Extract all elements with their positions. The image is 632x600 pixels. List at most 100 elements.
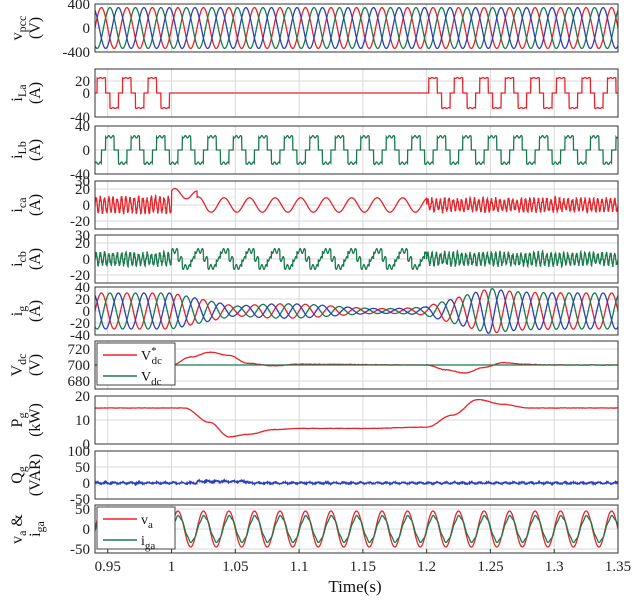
y-tick-label: 50 [75,502,90,518]
y-axis-unit: (A) [27,248,44,270]
y-axis-label: ig [9,306,29,316]
x-tick-label: 1.1 [290,559,309,575]
y-tick-label: 0 [83,143,91,159]
y-tick-label: 0 [83,476,91,492]
y-tick-label: 20 [75,236,90,252]
y-tick-label: 50 [75,460,90,476]
y-tick-label: 20 [75,292,90,308]
y-axis-label: Vdc [9,354,29,377]
series-line-3 [95,289,618,334]
axes-frame [94,504,619,554]
y-tick-label: 20 [75,182,90,198]
y-tick-label: -20 [70,268,90,284]
x-tick-label: 1.35 [605,559,631,575]
series-line-3 [95,6,618,50]
y-tick-label: 0 [83,21,91,37]
y-tick-label: 0 [83,252,91,268]
axes-frame [94,340,619,390]
y-tick-label: 0 [83,437,91,453]
axes-frame [94,234,619,284]
y-axis-label: vpcc [9,16,29,41]
y-axis-unit: (V) [27,17,44,39]
y-tick-label: 20 [75,389,90,405]
x-tick-label: 1.25 [477,559,503,575]
panel-8: 20 10 0 Pg(kW) [9,389,619,453]
x-tick-label: 0.95 [95,559,121,575]
series-line-1 [95,187,618,215]
y-axis-label-2: iga [27,520,47,536]
y-tick-label: -40 [70,167,90,183]
series-line-1 [95,477,618,487]
y-tick-label: 400 [68,0,91,13]
series-line-2 [95,514,618,544]
plot-area [95,451,618,499]
panel-3: 40 0 -40 iLb(A) [9,119,619,183]
y-tick-label: -50 [70,542,90,558]
x-tick-label: 1.15 [350,559,376,575]
y-tick-label: 40 [75,280,90,296]
y-axis-label: icb [9,251,29,267]
y-axis-label: iLb [9,141,29,159]
y-tick-label: -40 [70,110,90,126]
legend-label: Vdc [141,370,162,388]
y-tick-label: 720 [68,342,91,358]
y-axis-label: Pg [9,413,29,428]
x-axis: 0.95 1 1.05 1.1 1.15 1.2 1.25 1.3 1.35 [95,549,631,575]
legend-label: iga [141,534,155,552]
y-axis-label: iLa [9,84,29,102]
legend-label: V* dc [141,345,162,367]
panel-2: 200 -40 iLa(A) [9,68,619,126]
axes-frame [94,286,619,336]
axes-frame [94,450,619,500]
y-tick-label: -400 [63,45,91,61]
y-tick-label: 10 [75,413,90,429]
legend-box [96,506,176,550]
series-line-1 [95,134,618,166]
y-axis-unit: (A) [27,139,44,161]
y-tick-label: 700 [68,358,91,374]
x-tick-label: 1.2 [417,559,436,575]
y-axis-unit: (VAR) [27,454,44,496]
y-tick-label: -40 [70,328,90,344]
series-line-1 [95,398,618,438]
panel-1: 400 0 -400 vpcc(V) [9,0,619,61]
series-line-1 [95,247,618,271]
y-axis-label: Qg [9,466,29,484]
y-axis-unit: (A) [27,300,44,322]
panels-group: 4000-400vpcc(V)200-40iLa(A)400-40iLb(A)3… [9,0,619,558]
y-axis-label: ica [9,197,29,213]
legend-label: va [141,513,153,531]
y-tick-label: 0 [83,86,91,102]
y-tick-label: 0 [83,198,91,214]
legend-box [96,342,176,386]
axes-frame [94,68,619,118]
x-tick-label: 1.05 [222,559,248,575]
y-tick-label: 30 [75,174,90,190]
y-tick-label: 20 [75,74,90,90]
x-tick-label: 1 [168,559,176,575]
y-tick-label: 0 [83,304,91,320]
axes-frame [94,125,619,175]
y-tick-label: 40 [75,119,90,135]
x-tick-label: 1.3 [545,559,564,575]
y-axis-unit: (A) [27,194,44,216]
y-tick-label: -20 [70,316,90,332]
y-tick-label: -20 [70,214,90,230]
axes-frame [94,395,619,445]
legend: va iga [96,506,176,552]
panel-10: 50 0 -50 va&iga va iga [9,502,619,558]
series-line-1 [95,76,618,110]
y-axis-unit: (A) [27,82,44,104]
legend: V* dc Vdc [96,342,176,388]
y-tick-label: -50 [70,492,90,508]
x-axis-label: Time(s) [328,577,381,596]
y-tick-label: 30 [75,228,90,244]
y-tick-label: 0 [83,522,91,538]
y-axis-unit: (V) [27,354,44,376]
